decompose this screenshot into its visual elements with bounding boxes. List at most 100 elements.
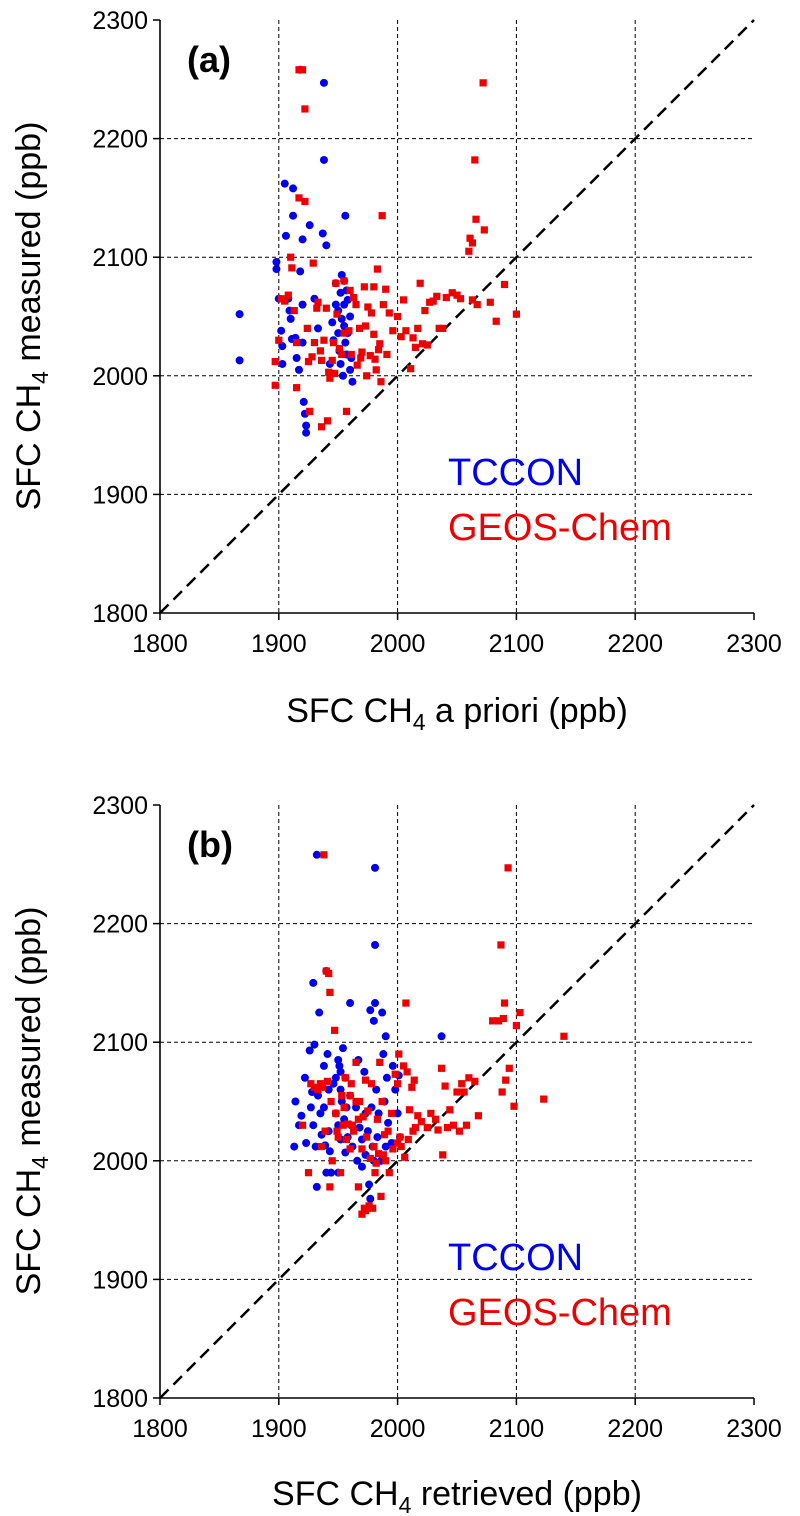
data-point-circle	[323, 1050, 332, 1059]
data-point-circle	[324, 1085, 333, 1094]
data-point-square	[468, 296, 477, 304]
data-point-circle	[278, 342, 287, 351]
data-point-circle	[335, 1061, 344, 1070]
data-point-square	[370, 330, 378, 338]
data-point-square	[389, 1145, 397, 1153]
data-point-circle	[302, 428, 311, 437]
data-point-circle	[331, 1073, 340, 1082]
data-point-square	[500, 999, 509, 1007]
data-point-circle	[346, 999, 355, 1008]
data-point-circle	[319, 1103, 328, 1112]
data-point-square	[317, 356, 326, 364]
data-point-circle	[314, 324, 323, 333]
data-point-circle	[381, 1032, 390, 1041]
data-point-square	[338, 1091, 346, 1100]
data-point-square	[331, 369, 339, 378]
data-point-circle	[289, 211, 298, 220]
data-point-circle	[312, 1182, 321, 1191]
data-point-circle	[272, 265, 281, 274]
data-point-circle	[318, 229, 327, 238]
data-point-circle	[298, 300, 307, 309]
data-point-square	[560, 1032, 568, 1040]
data-point-square	[358, 1145, 366, 1153]
data-point-square	[465, 1074, 473, 1082]
data-point-square	[329, 338, 338, 347]
data-point-square	[441, 1082, 449, 1090]
data-point-square	[346, 1145, 354, 1153]
data-point-square	[418, 340, 427, 348]
data-point-square	[340, 277, 348, 285]
y-tick-label: 2300	[92, 7, 148, 35]
data-point-square	[442, 293, 450, 302]
data-point-square	[472, 215, 480, 223]
y-tick-label: 2200	[92, 911, 148, 939]
series-geos-chem	[298, 851, 568, 1218]
data-point-circle	[371, 999, 380, 1008]
data-point-square	[433, 292, 441, 300]
data-point-square	[414, 1112, 422, 1120]
data-point-square	[370, 283, 378, 291]
data-point-square	[512, 1021, 520, 1030]
data-point-square	[407, 365, 415, 373]
data-point-square	[360, 283, 368, 291]
data-point-circle	[316, 1109, 325, 1118]
data-point-circle	[322, 241, 331, 250]
data-point-circle	[281, 231, 290, 240]
panel-label: (b)	[187, 824, 233, 865]
data-point-circle	[334, 329, 343, 338]
data-point-square	[353, 361, 361, 369]
data-point-circle	[357, 1162, 366, 1171]
data-point-square	[326, 1183, 334, 1191]
data-point-square	[295, 194, 303, 202]
data-point-circle	[381, 1142, 390, 1151]
data-point-square	[344, 1120, 352, 1128]
chart-panel-b: 1800 1900 2000 2100 2200 2300 1800 1900 2000 2100…	[10, 792, 782, 1516]
legend-entry: GEOS-Chem	[448, 1292, 672, 1334]
data-point-square	[332, 1109, 340, 1117]
data-point-square	[316, 347, 324, 355]
data-point-circle	[325, 1147, 334, 1156]
data-point-circle	[366, 1006, 375, 1015]
data-point-square	[287, 253, 295, 261]
data-point-square	[323, 1077, 332, 1085]
data-point-square	[498, 1088, 506, 1096]
data-point-square	[394, 312, 402, 321]
data-point-square	[432, 1115, 440, 1123]
data-point-circle	[336, 1067, 345, 1076]
data-point-square	[288, 264, 296, 272]
data-point-square	[404, 1135, 412, 1144]
data-point-square	[310, 338, 319, 347]
data-point-square	[361, 1207, 370, 1215]
data-point-square	[346, 286, 354, 295]
data-point-square	[371, 355, 379, 363]
data-point-square	[443, 1123, 452, 1132]
data-point-circle	[338, 1044, 347, 1053]
y-tick-label: 2300	[92, 792, 148, 820]
data-point-square	[399, 296, 408, 304]
data-point-square	[403, 1068, 411, 1076]
data-point-circle	[437, 1032, 446, 1041]
data-point-square	[319, 1083, 327, 1091]
data-point-square	[402, 999, 410, 1007]
data-point-square	[367, 309, 376, 317]
data-point-circle	[235, 310, 244, 319]
data-point-circle	[365, 1180, 374, 1189]
data-point-circle	[278, 359, 287, 368]
data-point-square	[382, 285, 390, 293]
data-point-square	[373, 1115, 382, 1123]
data-point-circle	[277, 326, 286, 335]
data-point-square	[427, 1109, 435, 1117]
data-point-square	[395, 1050, 403, 1058]
data-point-square	[399, 1062, 408, 1070]
data-point-square	[448, 289, 456, 297]
y-tick-label: 2100	[92, 244, 148, 272]
data-point-circle	[338, 371, 347, 380]
data-point-square	[411, 343, 420, 351]
data-point-square	[336, 1169, 345, 1177]
data-point-square	[516, 1008, 524, 1017]
y-axis-label-post: measured (ppb)	[10, 122, 48, 371]
data-point-square	[361, 322, 370, 330]
data-point-circle	[290, 1142, 299, 1151]
panel-label: (a)	[187, 39, 231, 80]
data-point-circle	[352, 1103, 361, 1112]
